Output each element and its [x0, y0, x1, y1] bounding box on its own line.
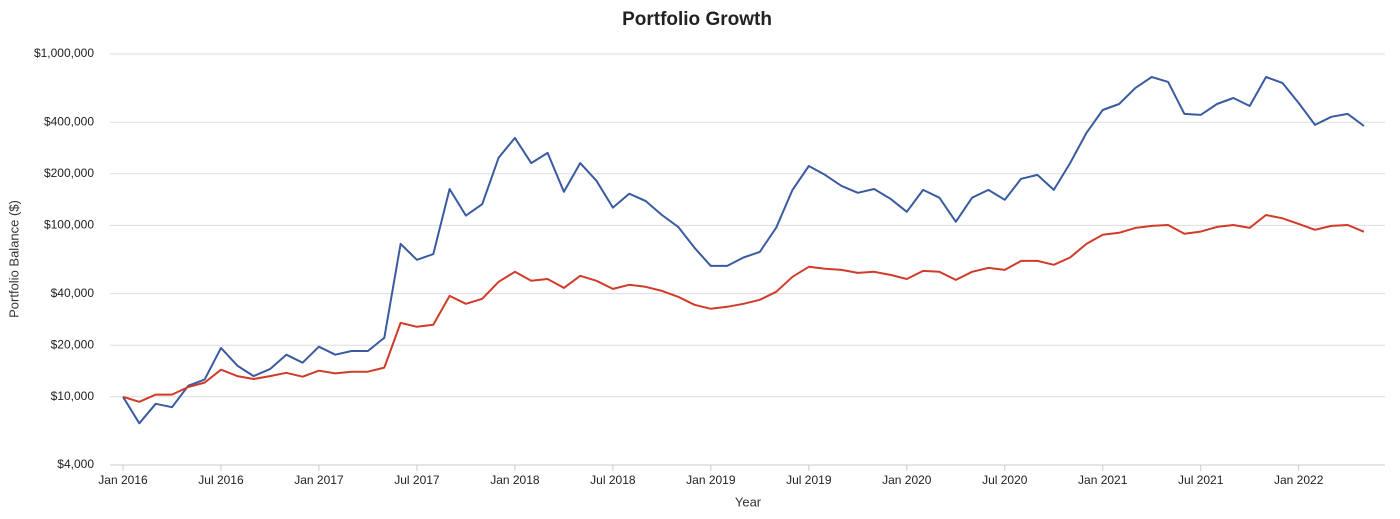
y-tick-label: $40,000 [51, 286, 95, 300]
x-tick-label: Jul 2019 [786, 473, 832, 487]
x-tick-label: Jul 2020 [982, 473, 1028, 487]
x-tick-label: Jan 2017 [294, 473, 344, 487]
x-tick-label: Jan 2019 [686, 473, 736, 487]
series-line [122, 214, 1365, 403]
x-tick-label: Jul 2016 [198, 473, 244, 487]
x-tick-label: Jan 2018 [490, 473, 540, 487]
x-tick-label: Jul 2018 [590, 473, 636, 487]
y-tick-label: $400,000 [44, 114, 94, 128]
y-tick-label: $10,000 [51, 389, 95, 403]
x-tick-label: Jan 2020 [882, 473, 932, 487]
x-tick-label: Jan 2022 [1274, 473, 1324, 487]
x-tick-label: Jul 2021 [1178, 473, 1224, 487]
x-tick-label: Jan 2016 [98, 473, 148, 487]
y-tick-label: $100,000 [44, 218, 94, 232]
x-tick-label: Jan 2021 [1078, 473, 1128, 487]
y-tick-label: $20,000 [51, 337, 95, 351]
x-tick-label: Jul 2017 [394, 473, 440, 487]
y-tick-label: $200,000 [44, 166, 94, 180]
y-tick-label: $1,000,000 [34, 46, 94, 60]
series-line [122, 76, 1365, 425]
y-axis-label: Portfolio Balance ($) [6, 200, 21, 318]
x-axis-label: Year [735, 494, 762, 509]
chart-title: Portfolio Growth [622, 9, 772, 30]
y-tick-label: $4,000 [57, 457, 94, 471]
